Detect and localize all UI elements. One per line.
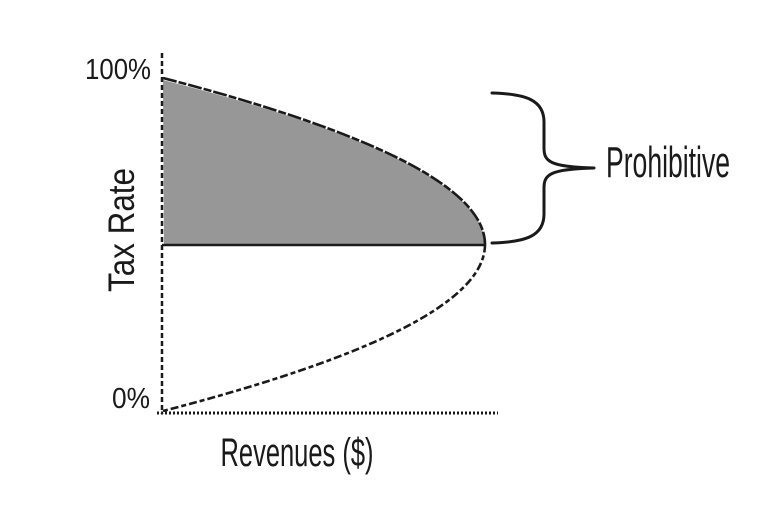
ytick-0-label: 0% (112, 383, 150, 415)
laffer-curve-lower (162, 244, 487, 413)
prohibitive-region-fill (163, 80, 485, 245)
x-axis-label: Revenues ($) (221, 431, 374, 475)
laffer-curve-upper (162, 76, 487, 245)
annotation-prohibitive: Prohibitive (606, 138, 730, 187)
curly-brace (490, 91, 596, 245)
ytick-100-label: 100% (85, 54, 151, 86)
y-axis-label: Tax Rate (101, 168, 142, 292)
